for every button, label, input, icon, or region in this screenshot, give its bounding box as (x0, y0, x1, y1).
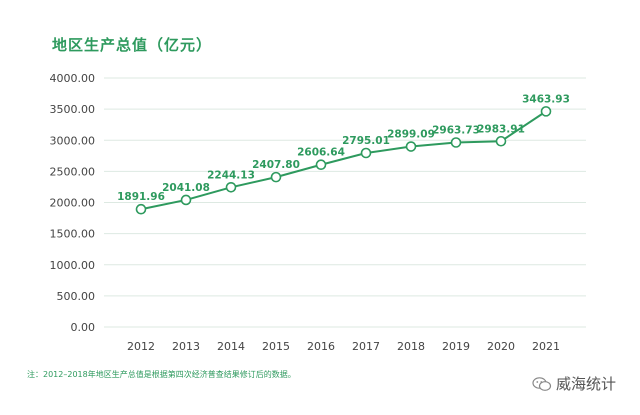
x-axis-ticks: 2012 2013 2014 2015 2016 2017 2018 2019 2020 2021 (127, 340, 560, 353)
watermark: 威海统计 (532, 373, 616, 394)
data-label: 2899.09 (387, 129, 435, 141)
series-line (140, 110, 547, 211)
wechat-icon (532, 376, 552, 391)
y-axis-ticks: 0.00 500.00 1000.00 1500.00 2000.00 2500.00 30… (50, 72, 96, 334)
data-point (225, 182, 237, 193)
data-point (405, 141, 417, 152)
data-point (540, 106, 552, 117)
data-label: 1891.96 (117, 191, 165, 203)
y-tick-label: 500.00 (57, 290, 96, 303)
data-label: 2407.80 (252, 159, 300, 171)
x-tick-label: 2014 (217, 340, 245, 353)
y-tick-label: 4000.00 (50, 72, 96, 85)
data-point (270, 171, 282, 183)
data-point (360, 147, 372, 159)
x-tick-label: 2016 (307, 340, 335, 353)
y-tick-label: 1000.00 (50, 259, 96, 272)
x-tick-label: 2019 (442, 340, 470, 353)
chart-title: 地区生产总值（亿元） (52, 36, 213, 54)
data-point (450, 137, 462, 148)
series-line-layer (140, 110, 547, 211)
data-label: 2041.08 (162, 182, 210, 194)
y-tick-label: 0.00 (71, 321, 96, 334)
x-tick-label: 2020 (487, 340, 515, 353)
data-labels: 1891.962041.082244.132407.802606.642795.… (117, 93, 570, 203)
data-point (135, 203, 147, 215)
y-tick-label: 3000.00 (50, 134, 96, 147)
data-label: 3463.93 (522, 93, 570, 105)
data-point (315, 159, 327, 171)
data-label: 2795.01 (342, 135, 390, 147)
x-tick-label: 2021 (532, 340, 560, 353)
data-label: 2244.13 (207, 169, 255, 181)
x-tick-label: 2012 (127, 340, 155, 353)
data-label: 2983.91 (477, 123, 525, 135)
x-tick-label: 2015 (262, 340, 290, 353)
y-tick-label: 2500.00 (50, 165, 96, 178)
data-point (495, 135, 507, 147)
footnote: 注：2012–2018年地区生产总值是根据第四次经济普查结果修订后的数据。 (27, 370, 296, 379)
y-tick-label: 3500.00 (50, 103, 96, 116)
x-tick-label: 2018 (397, 340, 425, 353)
y-tick-label: 2000.00 (50, 197, 96, 210)
y-tick-label: 1500.00 (50, 228, 96, 241)
data-point (180, 194, 192, 206)
x-tick-label: 2013 (172, 340, 200, 353)
x-tick-label: 2017 (352, 340, 380, 353)
data-label: 2606.64 (297, 147, 345, 159)
watermark-text: 威海统计 (556, 375, 617, 393)
data-label: 2963.73 (432, 125, 480, 137)
data-points (135, 106, 552, 215)
